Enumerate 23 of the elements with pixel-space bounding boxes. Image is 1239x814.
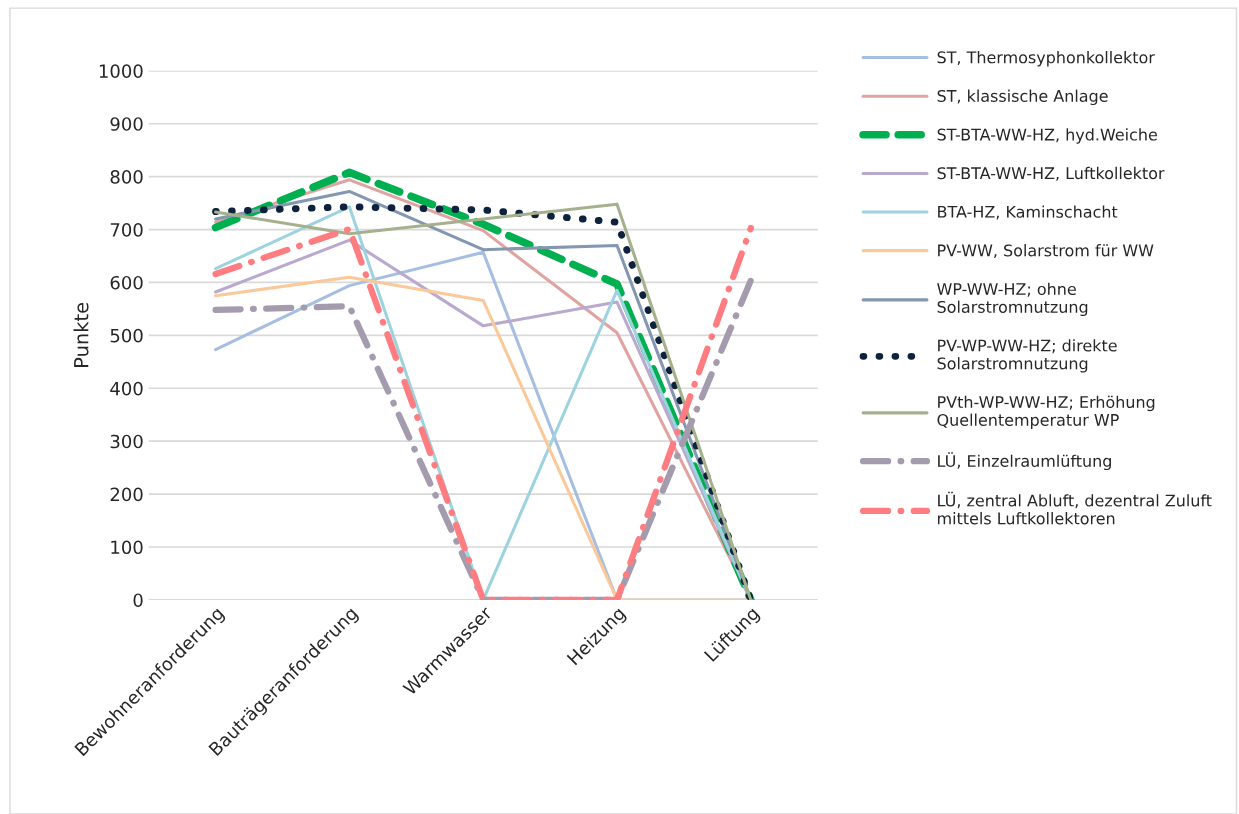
legend-label: WP-WW-HZ; ohne Solarstromnutzung (937, 282, 1088, 317)
y-tick-label: 200 (110, 487, 143, 502)
y-tick-label: 300 (110, 434, 143, 449)
y-tick-label: 100 (111, 540, 143, 555)
legend-label: ST, klassische Anlage (937, 89, 1108, 106)
legend-label: LÜ, Einzelraumlüftung (938, 452, 1111, 471)
y-axis-title: Punkte (73, 302, 89, 367)
y-tick-label: 500 (110, 328, 143, 343)
y-tick-label: 400 (110, 381, 143, 396)
legend-label: PV-WP-WW-HZ; direkte Solarstromnutzung (937, 339, 1117, 373)
y-tick-label: 600 (110, 275, 143, 290)
legend-label: ST-BTA-WW-HZ, hyd.Weiche (937, 128, 1157, 144)
legend-label: ST, Thermosyphonkollektor (937, 51, 1155, 67)
legend-label: BTA-HZ, Kaminschacht (938, 205, 1118, 220)
legend-label: PVth-WP-WW-HZ; Erhöhung Quellentemperatur WP (937, 395, 1155, 430)
legend-label: PV-WW, Solarstrom für WW (938, 244, 1154, 259)
y-tick-label: 900 (110, 117, 143, 131)
y-tick-label: 800 (110, 170, 143, 184)
y-tick-label: 700 (110, 223, 143, 237)
y-tick-label: 0 (133, 593, 143, 608)
legend-label: ST-BTA-WW-HZ, Luftkollektor (937, 166, 1165, 181)
legend-label: LÜ, zentral Abluft, dezentral Zuluft mittels Luftkollektoren (938, 491, 1212, 525)
y-tick-label: 1000 (99, 64, 143, 78)
